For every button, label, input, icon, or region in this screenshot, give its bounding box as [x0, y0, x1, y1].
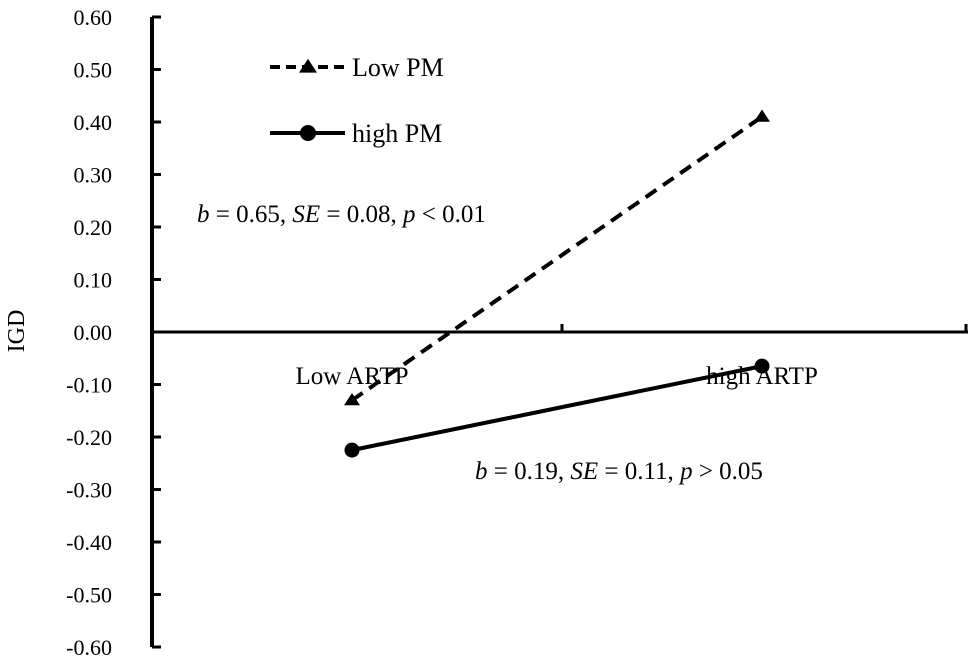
series-line — [351, 364, 763, 453]
annotations: b = 0.65, SE = 0.08, p < 0.01b = 0.19, S… — [197, 201, 763, 485]
y-tick-label: -0.60 — [66, 635, 112, 660]
stat-symbol: p — [678, 458, 693, 485]
stat-symbol: b — [475, 458, 488, 485]
y-tick-label: 0.20 — [74, 215, 113, 240]
series-lines — [344, 109, 770, 458]
y-tick-label: -0.30 — [66, 478, 112, 503]
y-tick-label: -0.50 — [66, 583, 112, 608]
y-tick-label: 0.10 — [74, 268, 113, 293]
y-tick-label: 0.40 — [74, 110, 113, 135]
y-ticks: 0.60 0.50 0.40 0.30 0.20 0.10 0.00 -0.10 -0.20 -0… — [66, 5, 161, 660]
stat-value: > 0.05 — [693, 458, 763, 485]
legend-marker-triangle — [299, 58, 317, 73]
y-tick-label: -0.40 — [66, 530, 112, 555]
stat-symbol: SE — [292, 201, 320, 228]
legend: Low PM high PM — [270, 53, 444, 148]
legend-label: Low PM — [352, 53, 444, 82]
y-axis-label: IGD — [4, 310, 30, 353]
y-tick-label: 0.30 — [74, 163, 113, 188]
data-point-triangle — [344, 393, 360, 406]
axes — [150, 17, 968, 647]
data-point-triangle — [754, 109, 770, 122]
stat-symbol: SE — [570, 458, 598, 485]
legend-label: high PM — [352, 119, 442, 148]
y-tick-label: 0.50 — [74, 58, 113, 83]
stat-value: = 0.19, — [488, 458, 571, 485]
stat-value: < 0.01 — [416, 201, 486, 228]
y-tick-label: 0.60 — [74, 5, 113, 30]
data-point-circle — [754, 358, 770, 374]
series-line — [350, 115, 764, 402]
stat-symbol: p — [401, 201, 416, 228]
data-point-circle — [344, 442, 360, 458]
legend-marker-circle — [300, 125, 316, 141]
stat-value: = 0.11, — [598, 458, 680, 485]
stat-value: = 0.65, — [210, 201, 293, 228]
stat-symbol: b — [197, 201, 210, 228]
stats-annotation: b = 0.65, SE = 0.08, p < 0.01 — [197, 201, 486, 228]
y-tick-label: -0.10 — [66, 373, 112, 398]
stat-value: = 0.08, — [320, 201, 403, 228]
x-category-label: Low ARTP — [295, 363, 408, 390]
stats-annotation: b = 0.19, SE = 0.11, p > 0.05 — [475, 458, 763, 485]
y-tick-label: -0.20 — [66, 425, 112, 450]
y-tick-label: 0.00 — [74, 320, 113, 345]
